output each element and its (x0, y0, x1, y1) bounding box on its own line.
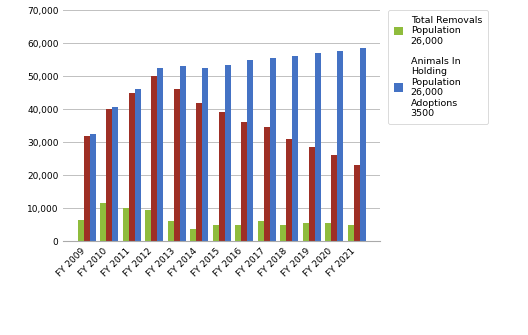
Bar (270, 58, 276, 241)
Bar (315, 53, 321, 241)
Bar (258, 221, 263, 241)
Bar (280, 225, 286, 241)
Bar (247, 60, 253, 241)
Bar (122, 208, 129, 241)
Bar (190, 229, 196, 241)
Bar (157, 68, 164, 241)
Bar (112, 108, 118, 241)
Bar (225, 65, 231, 241)
Bar (263, 127, 270, 241)
Bar (331, 155, 337, 241)
Bar (196, 103, 202, 241)
Bar (145, 210, 152, 241)
Bar (325, 223, 331, 241)
Bar (202, 68, 209, 241)
Bar (78, 220, 84, 241)
Bar (180, 66, 186, 241)
Bar (219, 113, 225, 241)
Bar (337, 51, 343, 241)
Bar (286, 139, 292, 241)
Bar (360, 48, 366, 241)
Bar (241, 122, 247, 241)
Bar (100, 203, 106, 241)
Bar (90, 134, 96, 241)
Bar (129, 92, 135, 241)
Bar (152, 76, 157, 241)
Bar (84, 136, 90, 241)
Bar (354, 165, 360, 241)
Bar (347, 225, 354, 241)
Bar (213, 225, 219, 241)
Bar (309, 147, 315, 241)
Bar (106, 109, 112, 241)
Bar (292, 56, 298, 241)
Bar (235, 225, 241, 241)
Bar (174, 89, 180, 241)
Legend: Total Removals
Population
26,000, Animals In
Holding
Population
26,000
Adoptions: Total Removals Population 26,000, Animal… (388, 10, 488, 124)
Bar (168, 221, 174, 241)
Bar (303, 223, 309, 241)
Bar (135, 89, 141, 241)
